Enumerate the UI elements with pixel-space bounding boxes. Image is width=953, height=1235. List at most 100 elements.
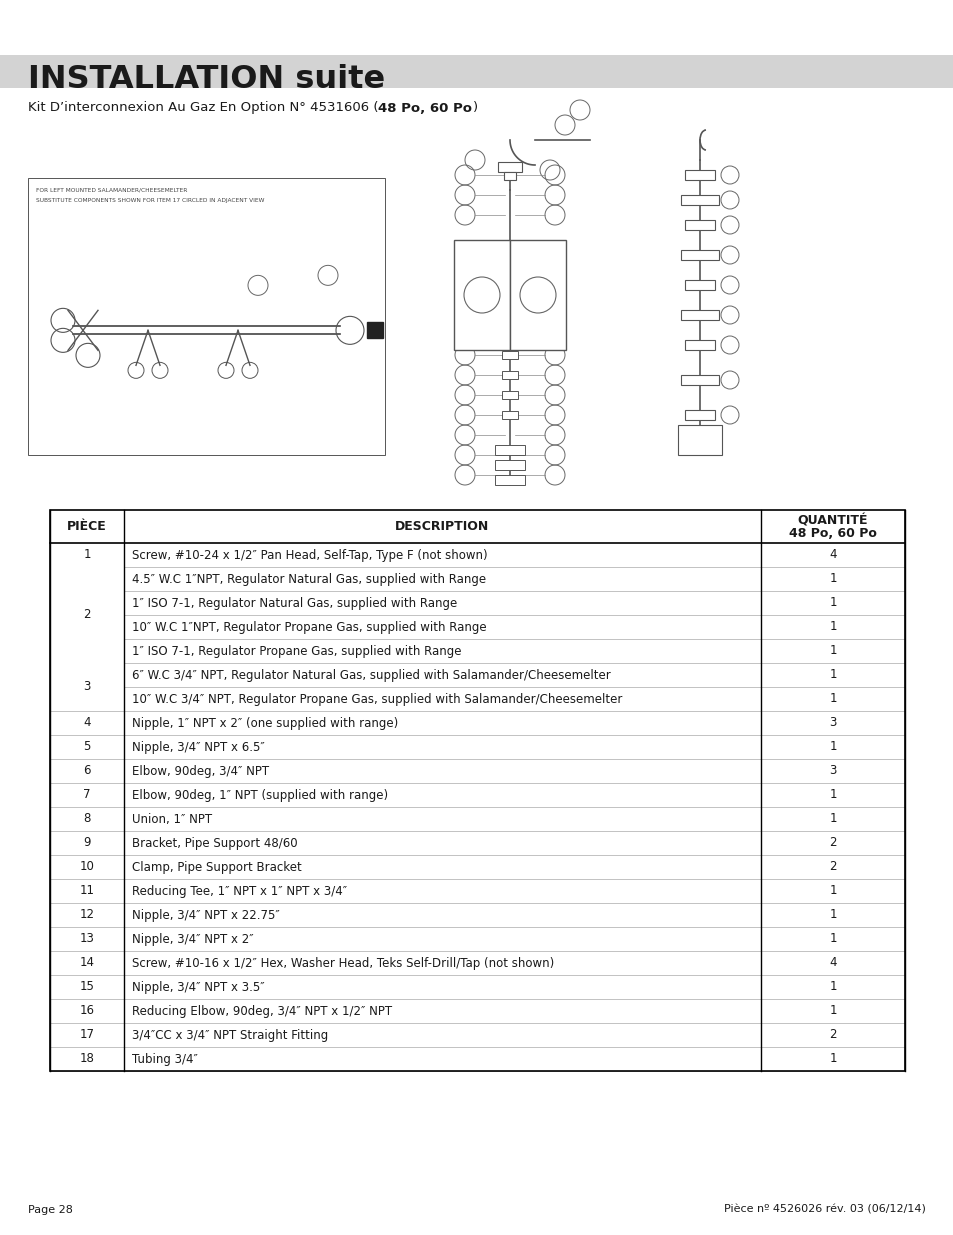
Text: Pièce nº 4526026 rév. 03 (06/12/14): Pièce nº 4526026 rév. 03 (06/12/14) <box>723 1205 925 1215</box>
Text: 1: 1 <box>828 909 836 921</box>
Text: 8: 8 <box>83 813 91 825</box>
Text: 5: 5 <box>83 741 91 753</box>
Text: Tubing 3/4″: Tubing 3/4″ <box>132 1052 197 1066</box>
Bar <box>50 567 124 663</box>
Text: 1: 1 <box>828 620 836 634</box>
Text: 3: 3 <box>828 764 836 778</box>
Text: 1″ ISO 7-1, Regulator Natural Gas, supplied with Range: 1″ ISO 7-1, Regulator Natural Gas, suppl… <box>132 597 456 610</box>
Text: Bracket, Pipe Support 48/60: Bracket, Pipe Support 48/60 <box>132 836 297 850</box>
Bar <box>501 370 517 379</box>
Text: DESCRIPTION: DESCRIPTION <box>395 520 489 534</box>
Bar <box>684 410 714 420</box>
Text: 6″ W.C 3/4″ NPT, Regulator Natural Gas, supplied with Salamander/Cheesemelter: 6″ W.C 3/4″ NPT, Regulator Natural Gas, … <box>132 668 610 682</box>
Text: FOR LEFT MOUNTED SALAMANDER/CHEESEMELTER: FOR LEFT MOUNTED SALAMANDER/CHEESEMELTER <box>36 188 187 193</box>
Text: 48 Po, 60 Po: 48 Po, 60 Po <box>378 101 472 115</box>
Bar <box>503 172 516 180</box>
Text: 2: 2 <box>828 861 836 873</box>
Text: 1: 1 <box>828 932 836 946</box>
Text: 18: 18 <box>79 1052 94 1066</box>
Bar <box>495 459 524 471</box>
Text: 1: 1 <box>828 645 836 657</box>
Text: Kit D’interconnexion Au Gaz En Option N° 4531606 (: Kit D’interconnexion Au Gaz En Option N°… <box>28 101 378 115</box>
Text: 16: 16 <box>79 1004 94 1018</box>
Text: 10: 10 <box>79 861 94 873</box>
Bar <box>680 375 719 385</box>
Text: 17: 17 <box>79 1029 94 1041</box>
Bar <box>684 170 714 180</box>
Text: Nipple, 3/4″ NPT x 2″: Nipple, 3/4″ NPT x 2″ <box>132 932 253 946</box>
Text: ): ) <box>472 101 477 115</box>
Text: 1: 1 <box>828 741 836 753</box>
Text: 1: 1 <box>828 1052 836 1066</box>
Bar <box>510 240 565 350</box>
Text: 2: 2 <box>828 1029 836 1041</box>
Text: 2: 2 <box>828 836 836 850</box>
Text: Reducing Tee, 1″ NPT x 1″ NPT x 3/4″: Reducing Tee, 1″ NPT x 1″ NPT x 3/4″ <box>132 884 347 898</box>
Bar <box>501 351 517 359</box>
Text: 1: 1 <box>828 981 836 993</box>
Text: PIÈCE: PIÈCE <box>67 520 107 534</box>
Bar <box>50 663 124 711</box>
Text: 4: 4 <box>828 548 836 562</box>
Text: 48 Po, 60 Po: 48 Po, 60 Po <box>788 527 876 540</box>
Bar <box>678 425 721 454</box>
Text: 1: 1 <box>828 788 836 802</box>
Text: 1: 1 <box>828 573 836 585</box>
Bar <box>684 280 714 290</box>
Text: 1: 1 <box>83 548 91 562</box>
Text: Union, 1″ NPT: Union, 1″ NPT <box>132 813 212 825</box>
Bar <box>684 220 714 230</box>
Text: 4: 4 <box>828 956 836 969</box>
Text: 10″ W.C 3/4″ NPT, Regulator Propane Gas, supplied with Salamander/Cheesemelter: 10″ W.C 3/4″ NPT, Regulator Propane Gas,… <box>132 693 621 705</box>
Text: 3/4″CC x 3/4″ NPT Straight Fitting: 3/4″CC x 3/4″ NPT Straight Fitting <box>132 1029 328 1041</box>
Text: SUBSTITUTE COMPONENTS SHOWN FOR ITEM 17 CIRCLED IN ADJACENT VIEW: SUBSTITUTE COMPONENTS SHOWN FOR ITEM 17 … <box>36 198 264 203</box>
Text: INSTALLATION suite: INSTALLATION suite <box>28 64 385 95</box>
Bar <box>495 475 524 485</box>
Text: 3: 3 <box>828 716 836 730</box>
Text: Clamp, Pipe Support Bracket: Clamp, Pipe Support Bracket <box>132 861 301 873</box>
Text: Nipple, 3/4″ NPT x 6.5″: Nipple, 3/4″ NPT x 6.5″ <box>132 741 265 753</box>
Bar <box>684 340 714 350</box>
Bar <box>680 249 719 261</box>
Text: 1: 1 <box>828 693 836 705</box>
Text: 4: 4 <box>83 716 91 730</box>
Text: 1: 1 <box>828 813 836 825</box>
Text: Nipple, 3/4″ NPT x 3.5″: Nipple, 3/4″ NPT x 3.5″ <box>132 981 264 993</box>
Text: Page 28: Page 28 <box>28 1205 72 1215</box>
Text: 2: 2 <box>83 609 91 621</box>
Bar <box>28 178 385 454</box>
Bar <box>50 510 904 1071</box>
Text: Elbow, 90deg, 1″ NPT (supplied with range): Elbow, 90deg, 1″ NPT (supplied with rang… <box>132 788 388 802</box>
Text: 1: 1 <box>828 668 836 682</box>
Bar <box>50 510 904 1071</box>
Bar <box>497 162 521 172</box>
Text: 7: 7 <box>83 788 91 802</box>
Text: 1″ ISO 7-1, Regulator Propane Gas, supplied with Range: 1″ ISO 7-1, Regulator Propane Gas, suppl… <box>132 645 461 657</box>
Bar <box>501 391 517 399</box>
Text: 11: 11 <box>79 884 94 898</box>
Text: 1: 1 <box>828 597 836 610</box>
Bar <box>680 195 719 205</box>
Bar <box>0 56 953 88</box>
Text: 9: 9 <box>83 836 91 850</box>
Text: QUANTITÉ: QUANTITÉ <box>797 514 867 527</box>
Bar <box>501 411 517 419</box>
Bar <box>495 445 524 454</box>
Bar <box>454 240 510 350</box>
Text: Screw, #10-24 x 1/2″ Pan Head, Self-Tap, Type F (not shown): Screw, #10-24 x 1/2″ Pan Head, Self-Tap,… <box>132 548 487 562</box>
Text: 1: 1 <box>828 1004 836 1018</box>
Text: Elbow, 90deg, 3/4″ NPT: Elbow, 90deg, 3/4″ NPT <box>132 764 269 778</box>
Text: 14: 14 <box>79 956 94 969</box>
Text: 15: 15 <box>79 981 94 993</box>
Text: 10″ W.C 1″NPT, Regulator Propane Gas, supplied with Range: 10″ W.C 1″NPT, Regulator Propane Gas, su… <box>132 620 486 634</box>
Text: Reducing Elbow, 90deg, 3/4″ NPT x 1/2″ NPT: Reducing Elbow, 90deg, 3/4″ NPT x 1/2″ N… <box>132 1004 392 1018</box>
Text: 12: 12 <box>79 909 94 921</box>
Text: Nipple, 1″ NPT x 2″ (one supplied with range): Nipple, 1″ NPT x 2″ (one supplied with r… <box>132 716 397 730</box>
Text: 1: 1 <box>828 884 836 898</box>
Bar <box>680 310 719 320</box>
Text: 4.5″ W.C 1″NPT, Regulator Natural Gas, supplied with Range: 4.5″ W.C 1″NPT, Regulator Natural Gas, s… <box>132 573 486 585</box>
Text: 6: 6 <box>83 764 91 778</box>
Bar <box>367 322 382 338</box>
Text: Screw, #10-16 x 1/2″ Hex, Washer Head, Teks Self-Drill/Tap (not shown): Screw, #10-16 x 1/2″ Hex, Washer Head, T… <box>132 956 554 969</box>
Text: 13: 13 <box>79 932 94 946</box>
